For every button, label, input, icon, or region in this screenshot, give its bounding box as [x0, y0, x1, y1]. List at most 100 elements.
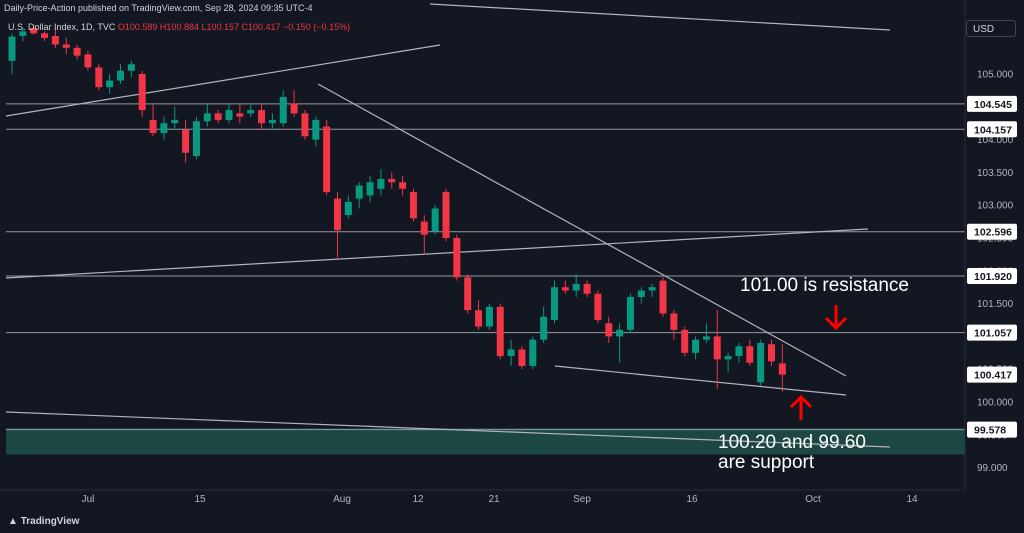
- candle-body: [464, 277, 472, 311]
- candle-body: [149, 119, 157, 134]
- time-tick-label: Sep: [573, 494, 591, 505]
- symbol-name: U.S. Dollar Index, 1D, TVC: [8, 22, 116, 32]
- candle-body: [659, 280, 667, 314]
- candle: [692, 336, 700, 360]
- time-tick-label: 15: [194, 494, 206, 505]
- candles-layer: [8, 24, 786, 392]
- candle-body: [572, 283, 580, 291]
- candle-body: [475, 310, 483, 327]
- price-tick-label: 104.000: [977, 135, 1014, 146]
- candle: [268, 113, 276, 130]
- candle: [496, 303, 504, 360]
- time-tick-label: Oct: [805, 494, 821, 505]
- candle-body: [561, 287, 569, 291]
- price-axis[interactable]: 105.000104.500104.000103.500103.000102.5…: [964, 0, 1017, 490]
- candle: [507, 339, 515, 366]
- candle: [236, 103, 244, 124]
- price-level-badge: [967, 268, 1017, 285]
- candle: [616, 323, 624, 363]
- arrow-down-icon: [824, 305, 848, 331]
- candle: [702, 323, 710, 343]
- price-tick-label: 105.000: [977, 70, 1014, 81]
- candle: [192, 116, 200, 160]
- candle-body: [551, 287, 558, 320]
- price-tick-label: 101.500: [977, 299, 1014, 310]
- candle-body: [323, 126, 331, 193]
- candle: [8, 33, 16, 74]
- candle-body: [182, 129, 190, 153]
- candle-body: [258, 110, 266, 124]
- candle: [127, 60, 135, 78]
- price-tick-label: 99.000: [977, 463, 1008, 474]
- candle-body: [713, 336, 721, 360]
- candle: [583, 280, 591, 298]
- candle-body: [724, 356, 732, 360]
- candle: [681, 326, 689, 357]
- ohlc-values: O100.589 H100.884 L100.157 C100.417 −0.1…: [117, 22, 351, 32]
- tradingview-logo: ▲ TradingView: [8, 516, 79, 527]
- support-zone-layer: [6, 428, 965, 455]
- candle-body: [377, 178, 385, 189]
- candle: [518, 346, 526, 370]
- price-level-label: 104.157: [974, 124, 1012, 136]
- publish-info: Daily-Price-Action published on TradingV…: [4, 3, 313, 13]
- candle: [648, 283, 656, 298]
- symbol-legend: U.S. Dollar Index, 1D, TVC O100.589 H100…: [8, 22, 350, 32]
- mid-rising-trendline: [5, 228, 869, 279]
- price-level-label: 100.417: [974, 370, 1012, 382]
- candle-body: [388, 178, 396, 183]
- arrow-head: [824, 316, 848, 331]
- candle-body: [626, 297, 634, 330]
- candle-body: [594, 293, 602, 320]
- candle-body: [420, 221, 428, 235]
- candle-body: [138, 74, 146, 111]
- candle-body: [757, 342, 765, 383]
- annotation-arrows: [789, 305, 848, 420]
- candle-body: [453, 238, 461, 278]
- candle-body: [692, 339, 700, 353]
- candle: [551, 280, 558, 324]
- candle: [713, 310, 721, 389]
- candle-body: [507, 349, 515, 357]
- candle-body: [355, 185, 363, 199]
- candle: [355, 182, 363, 209]
- candle-body: [117, 70, 124, 81]
- candle-body: [334, 198, 341, 231]
- descending-resistance-trendline: [317, 83, 847, 377]
- candle: [214, 110, 222, 124]
- candle: [572, 274, 580, 298]
- support-zone: [6, 428, 965, 455]
- candle-body: [616, 329, 624, 337]
- resistance-annotation: 101.00 is resistance: [740, 275, 909, 296]
- candle: [605, 316, 613, 343]
- candle: [464, 274, 472, 314]
- price-level-badge: [967, 121, 1017, 138]
- candle: [529, 336, 537, 370]
- candle: [768, 339, 775, 366]
- price-level-badge: [967, 366, 1017, 383]
- currency-button[interactable]: USD: [966, 20, 1016, 37]
- candle: [637, 287, 645, 304]
- logo-icon: ▲: [8, 516, 18, 527]
- candle-body: [605, 323, 613, 337]
- time-tick-label: 14: [906, 494, 918, 505]
- candle: [30, 24, 38, 35]
- candle-body: [442, 192, 450, 238]
- trendlines-layer: [5, 3, 891, 448]
- upper-rising-trendline: [5, 44, 441, 117]
- candle: [73, 44, 81, 60]
- candle: [138, 70, 146, 117]
- price-level-label: 102.596: [974, 227, 1012, 239]
- candle: [388, 172, 396, 189]
- candle: [453, 234, 461, 281]
- candle: [62, 37, 70, 55]
- candle-body: [160, 123, 168, 134]
- candle: [409, 188, 417, 222]
- candle: [182, 119, 190, 163]
- candle-body: [583, 283, 591, 294]
- top-declining-trendline: [429, 3, 891, 31]
- time-axis[interactable]: Jul 15 Aug 12 21 Sep 16 Oct 14: [0, 489, 965, 505]
- arrow-head: [789, 394, 813, 409]
